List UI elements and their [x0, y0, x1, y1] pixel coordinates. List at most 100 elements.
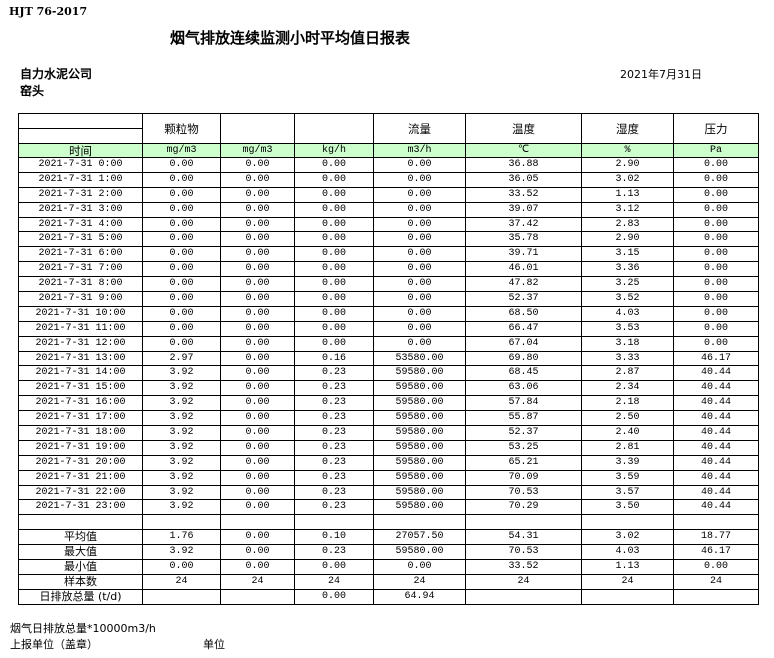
value-cell: 59580.00 — [373, 365, 466, 382]
value-cell: 0.00 — [373, 305, 466, 322]
value-cell: 37.42 — [465, 216, 582, 233]
value-cell: 0.00 — [373, 320, 466, 337]
value-cell: 3.53 — [581, 320, 674, 337]
value-cell: 0.00 — [142, 320, 221, 337]
summary-value: 0.00 — [220, 529, 295, 546]
time-cell: 2021-7-31 11:00 — [18, 320, 143, 337]
summary-value — [373, 514, 466, 531]
header-cell: 颗粒物 — [142, 113, 221, 144]
site-name: 窑头 — [20, 84, 45, 98]
value-cell: 0.00 — [220, 171, 295, 188]
value-cell: 66.47 — [465, 320, 582, 337]
summary-value: 24 — [373, 573, 466, 590]
value-cell: 0.00 — [220, 380, 295, 397]
table-row: 2021-7-31 12:00 0.00 0.00 0.00 0.00 67.04 3.18… — [18, 335, 759, 352]
value-cell: 0.00 — [142, 246, 221, 263]
summary-value: 0.00 — [673, 559, 759, 575]
table-row: 2021-7-31 6:00 0.00 0.00 0.00 0.00 39.71 3.15 0… — [18, 246, 759, 263]
time-cell: 2021-7-31 4:00 — [18, 216, 143, 233]
unit-row: 时间 mg/m3 mg/m3 kg/h m3/h ℃% Pa — [18, 143, 759, 158]
summary-row: 最大值 3.92 0.00 0.23 59580.00 70.53 4.03 46.17 — [18, 544, 759, 561]
value-cell: 40.44 — [673, 380, 759, 397]
summary-value — [142, 588, 221, 605]
value-cell: 39.07 — [465, 201, 582, 218]
value-cell: 3.33 — [581, 350, 674, 367]
summary-value — [581, 588, 674, 605]
value-cell: 0.00 — [220, 499, 295, 516]
unit-cell: kg/h — [294, 143, 374, 158]
value-cell: 3.18 — [581, 335, 674, 352]
value-cell: 68.50 — [465, 305, 582, 322]
table-row: 2021-7-31 0:00 0.00 0.00 0.00 0.00 36.88 2.90 0… — [18, 157, 759, 173]
value-cell: 3.92 — [142, 380, 221, 397]
summary-value: 0.00 — [142, 559, 221, 575]
value-cell: 0.00 — [294, 261, 374, 278]
value-cell: 65.21 — [465, 454, 582, 471]
table-row: 2021-7-31 15:00 3.92 0.00 0.23 59580.00 63.06… — [18, 380, 759, 397]
company-name: 自力水泥公司 — [20, 67, 93, 81]
summary-value: 1.76 — [142, 529, 221, 546]
value-cell: 0.00 — [294, 276, 374, 293]
value-cell: 0.00 — [220, 350, 295, 367]
value-cell: 53.25 — [465, 439, 582, 456]
table-row: 2021-7-31 2:00 0.00 0.00 0.00 0.00 33.52 1.13 0… — [18, 186, 759, 203]
value-cell: 3.92 — [142, 484, 221, 501]
value-cell: 0.00 — [142, 335, 221, 352]
value-cell: 0.00 — [220, 201, 295, 218]
value-cell: 0.00 — [220, 246, 295, 263]
value-cell: 36.05 — [465, 171, 582, 188]
value-cell: 0.00 — [673, 305, 759, 322]
value-cell: 0.00 — [220, 157, 295, 173]
standard-code: HJT 76-2017 — [9, 5, 88, 18]
value-cell: 57.84 — [465, 395, 582, 412]
table-row: 2021-7-31 4:00 0.00 0.00 0.00 0.00 37.42 2.83 0… — [18, 216, 759, 233]
report-date: 2021年7月31日 — [620, 68, 702, 81]
value-cell: 0.00 — [294, 186, 374, 203]
value-cell: 0.00 — [220, 231, 295, 248]
header-cell — [294, 113, 374, 144]
table-row: 2021-7-31 11:00 0.00 0.00 0.00 0.00 66.47 3.53… — [18, 320, 759, 337]
value-cell: 70.53 — [465, 484, 582, 501]
table-row: 2021-7-31 5:00 0.00 0.00 0.00 0.00 35.78 2.90 0… — [18, 231, 759, 248]
time-cell: 2021-7-31 13:00 — [18, 350, 143, 367]
value-cell: 70.29 — [465, 499, 582, 516]
value-cell: 36.88 — [465, 157, 582, 173]
value-cell: 0.00 — [373, 261, 466, 278]
value-cell: 0.23 — [294, 439, 374, 456]
value-cell: 0.00 — [373, 201, 466, 218]
summary-label: 最小值 — [18, 559, 143, 575]
value-cell: 46.01 — [465, 261, 582, 278]
summary-value: 0.00 — [294, 559, 374, 575]
summary-row — [18, 514, 759, 531]
value-cell: 3.52 — [581, 291, 674, 307]
value-cell: 67.04 — [465, 335, 582, 352]
value-cell: 2.81 — [581, 439, 674, 456]
value-cell: 0.00 — [220, 276, 295, 293]
table-row: 2021-7-31 21:00 3.92 0.00 0.23 59580.00 70.09… — [18, 469, 759, 486]
header-cell: 温度 — [465, 113, 582, 144]
value-cell: 40.44 — [673, 469, 759, 486]
value-cell: 3.92 — [142, 425, 221, 441]
time-cell: 2021-7-31 12:00 — [18, 335, 143, 352]
summary-value: 3.02 — [581, 529, 674, 546]
time-cell: 2021-7-31 19:00 — [18, 439, 143, 456]
value-cell: 0.00 — [294, 320, 374, 337]
time-cell: 2021-7-31 16:00 — [18, 395, 143, 412]
value-cell: 0.00 — [373, 157, 466, 173]
value-cell: 40.44 — [673, 395, 759, 412]
value-cell: 2.40 — [581, 425, 674, 441]
header-cell — [220, 113, 295, 144]
value-cell: 0.00 — [673, 261, 759, 278]
value-cell: 0.00 — [673, 216, 759, 233]
value-cell: 40.44 — [673, 365, 759, 382]
summary-value: 70.53 — [465, 544, 582, 561]
summary-value — [294, 514, 374, 531]
value-cell: 0.00 — [220, 484, 295, 501]
value-cell: 0.00 — [220, 410, 295, 427]
value-cell: 40.44 — [673, 410, 759, 427]
summary-value — [220, 588, 295, 605]
time-cell: 2021-7-31 3:00 — [18, 201, 143, 218]
summary-row: 最小值 0.00 0.00 0.00 0.00 33.52 1.13 0.00 — [18, 559, 759, 575]
value-cell: 0.00 — [142, 186, 221, 203]
value-cell: 2.34 — [581, 380, 674, 397]
